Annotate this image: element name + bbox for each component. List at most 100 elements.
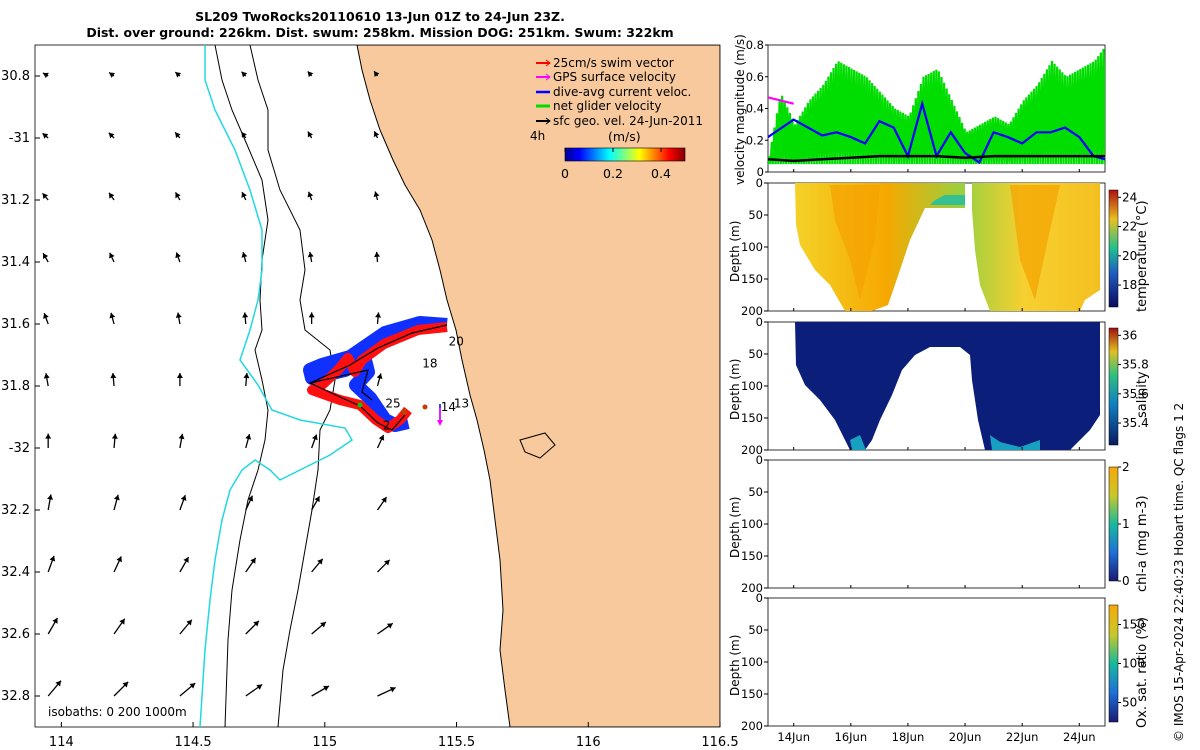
velocity-vector-head bbox=[381, 497, 387, 503]
map-y-tick-label: -31 bbox=[9, 131, 30, 146]
velocity-vector-head bbox=[384, 559, 390, 566]
map-legend: 25cm/s swim vector GPS surface velocity … bbox=[530, 56, 703, 181]
velocity-vector-head bbox=[55, 680, 62, 687]
colorbar-tick-label: 2 bbox=[1122, 460, 1130, 474]
velocity-panel: 0 0.2 0.4 0.6 0.8 bbox=[746, 38, 1106, 179]
velocity-vector-head bbox=[247, 495, 254, 502]
velocity-vector-head bbox=[175, 72, 182, 78]
net-glider-track bbox=[308, 324, 448, 431]
surface-velocity-vectors bbox=[42, 70, 396, 697]
colorbar-tick-label: 0 bbox=[1122, 574, 1130, 588]
temperature-clabel: temperature (°C) bbox=[1135, 200, 1150, 312]
colorbar-side-label: 4h bbox=[530, 129, 545, 143]
gps-velocity-line bbox=[768, 96, 794, 105]
velocity-vector-head bbox=[314, 496, 320, 503]
net-glider-spikes bbox=[768, 45, 1105, 165]
velocity-vector-head bbox=[256, 684, 263, 690]
temperature-cool-patch bbox=[930, 195, 965, 205]
depth-tick-label: 0 bbox=[756, 176, 763, 190]
velocity-vector-head bbox=[378, 434, 385, 441]
chla-panel bbox=[767, 459, 1119, 589]
day-tick-label: 18Jun bbox=[892, 730, 925, 744]
net-glider-velocity-line bbox=[768, 45, 1105, 165]
colorbar-tick-label: 100 bbox=[1122, 657, 1145, 671]
depth-tick-label: 200 bbox=[741, 443, 763, 457]
colorbar-unit-label: (m/s) bbox=[608, 129, 641, 144]
temperature-ylabel: Depth (m) bbox=[728, 220, 742, 282]
speed-colorbar bbox=[564, 147, 686, 162]
colorbar-tick-label: 22 bbox=[1122, 220, 1137, 234]
map-x-tick-label: 114 bbox=[49, 735, 74, 750]
isobath-200m bbox=[214, 45, 269, 727]
velocity-vector-head bbox=[42, 253, 49, 259]
map-x-tick-label: 115.5 bbox=[438, 735, 475, 750]
day-label: 18 bbox=[422, 356, 437, 370]
velocity-vector-head bbox=[186, 619, 192, 626]
chart-title-line-2: Dist. over ground: 226km. Dist. swum: 25… bbox=[86, 25, 674, 40]
velocity-vector-head bbox=[373, 131, 380, 138]
depth-tick-label: 100 bbox=[741, 517, 763, 531]
colorbar-tick-label: 0.2 bbox=[603, 166, 623, 181]
velocity-vector-head bbox=[175, 252, 181, 259]
velocity-vector-head bbox=[386, 623, 393, 629]
velocity-vector-head bbox=[110, 373, 117, 379]
legend-dive-avg: dive-avg current veloc. bbox=[553, 85, 691, 99]
velocity-vector-head bbox=[113, 494, 120, 501]
velocity-vector-head bbox=[183, 557, 189, 563]
chla-frame bbox=[767, 459, 1106, 589]
day-label: 20 bbox=[449, 335, 464, 349]
map-y-tick-label: 30.8 bbox=[1, 69, 30, 84]
salinity-ylabel: Depth (m) bbox=[728, 358, 742, 420]
velocity-y-tick-label: 0 bbox=[757, 165, 764, 179]
velocity-vector-head bbox=[307, 71, 314, 78]
depth-tick-label: 200 bbox=[741, 719, 763, 733]
glider-track bbox=[303, 316, 448, 433]
day-label: 14 bbox=[441, 400, 456, 414]
colorbar-tick-label: 0.4 bbox=[651, 166, 671, 181]
velocity-vector-head bbox=[42, 193, 49, 200]
depth-tick-label: 200 bbox=[741, 581, 763, 595]
dive-avg-velocity-line bbox=[768, 99, 1105, 165]
temperature-warm-core bbox=[830, 185, 1060, 300]
velocity-vector-head bbox=[109, 72, 115, 78]
velocity-vector-head bbox=[307, 131, 314, 138]
velocity-vector-head bbox=[176, 373, 183, 378]
velocity-vector-head bbox=[250, 557, 256, 564]
depth-tick-label: 50 bbox=[748, 347, 763, 361]
velocity-vector-head bbox=[307, 251, 314, 258]
colorbar-tick-label: 35.8 bbox=[1122, 358, 1149, 372]
velocity-vector-head bbox=[175, 312, 182, 319]
depth-tick-label: 0 bbox=[756, 591, 763, 605]
colorbar-tick-label: 36 bbox=[1122, 328, 1137, 342]
depth-tick-label: 200 bbox=[741, 304, 763, 318]
map-y-tick-label: 32.2 bbox=[1, 503, 30, 518]
depth-panel-ticks: 0501001502001820222405010015020035.435.6… bbox=[741, 169, 1149, 744]
velocity-vector-head bbox=[308, 312, 315, 318]
colorbar-tick-label: 35.4 bbox=[1122, 416, 1149, 430]
salinity-fresh-patch bbox=[850, 435, 1040, 450]
map-x-tick-label: 116.5 bbox=[701, 735, 738, 750]
temperature-panel bbox=[767, 182, 1119, 312]
land-area bbox=[356, 45, 720, 727]
colorbar-tick-label: 50 bbox=[1122, 696, 1137, 710]
depth-tick-label: 50 bbox=[748, 208, 763, 222]
isobath-legend: isobaths: 0 200 1000m bbox=[48, 705, 187, 719]
map-y-tick-label: 32.6 bbox=[1, 627, 30, 642]
velocity-vector-head bbox=[242, 312, 249, 318]
colorbar-tick-label: 35.6 bbox=[1122, 387, 1149, 401]
velocity-vector-head bbox=[178, 433, 185, 440]
colorbar-tick-label: 150 bbox=[1122, 618, 1145, 632]
salinity-clabel: salinity bbox=[1135, 371, 1150, 418]
depth-tick-label: 150 bbox=[741, 687, 763, 701]
map-y-tick-label: 32.8 bbox=[1, 689, 30, 704]
colorbar-tick-label: 24 bbox=[1122, 190, 1137, 204]
velocity-vector-head bbox=[43, 373, 50, 379]
map-y-tick-label: 32.4 bbox=[1, 565, 30, 580]
isobath-1000m bbox=[199, 45, 354, 727]
map-y-tick-label: 31.4 bbox=[1, 255, 30, 270]
velocity-vector-head bbox=[373, 191, 380, 198]
velocity-vector-head bbox=[253, 620, 259, 627]
colorbar-tick-label: 0 bbox=[561, 166, 569, 181]
depth-tick-label: 150 bbox=[741, 411, 763, 425]
day-tick-label: 20Jun bbox=[949, 730, 982, 744]
